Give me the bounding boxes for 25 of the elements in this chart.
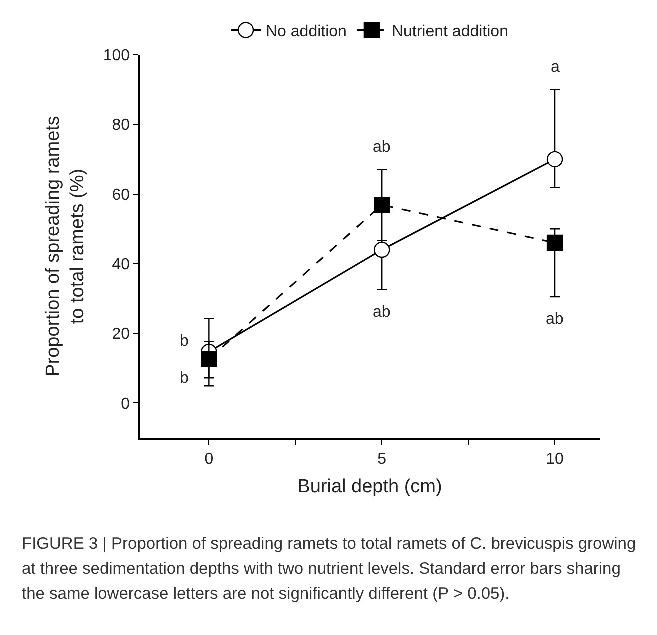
annotation: ab bbox=[373, 139, 391, 156]
y-tick-label: 100 bbox=[103, 48, 130, 65]
legend-label: Nutrient addition bbox=[392, 23, 508, 40]
point bbox=[374, 242, 390, 258]
x-tick-label: 0 bbox=[204, 450, 214, 468]
annotation: b bbox=[180, 333, 189, 350]
y-tick-label: 80 bbox=[112, 117, 130, 134]
y-tick-label: 0 bbox=[121, 396, 130, 413]
annotation: ab bbox=[546, 311, 564, 328]
annotation: b bbox=[180, 370, 189, 387]
annotation: ab bbox=[373, 304, 391, 321]
annotation: a bbox=[551, 59, 560, 76]
point bbox=[374, 196, 390, 214]
point bbox=[546, 234, 564, 252]
legend-label: No addition bbox=[266, 23, 347, 40]
y-tick-label: 60 bbox=[112, 186, 130, 204]
caption: FIGURE 3 | Proportion of spreading ramets to total ramets of C. brevicuspis growing at three sedimentation depths with two nutrient levels. Standard error bars sharing the same lowercase letters are not significantly different (P > 0.05). bbox=[22, 534, 637, 605]
x-axis-title: Burial depth (cm) bbox=[298, 476, 442, 498]
x-tick-label: 5 bbox=[378, 450, 387, 468]
point bbox=[546, 151, 564, 168]
y-axis-title: Proportion of spreading ramets to total ramets (%) bbox=[42, 116, 89, 377]
x-tick-label: 10 bbox=[546, 450, 564, 468]
y-tick-label: 20 bbox=[112, 326, 130, 344]
y-tick-label: 40 bbox=[112, 256, 130, 274]
point bbox=[201, 351, 218, 368]
